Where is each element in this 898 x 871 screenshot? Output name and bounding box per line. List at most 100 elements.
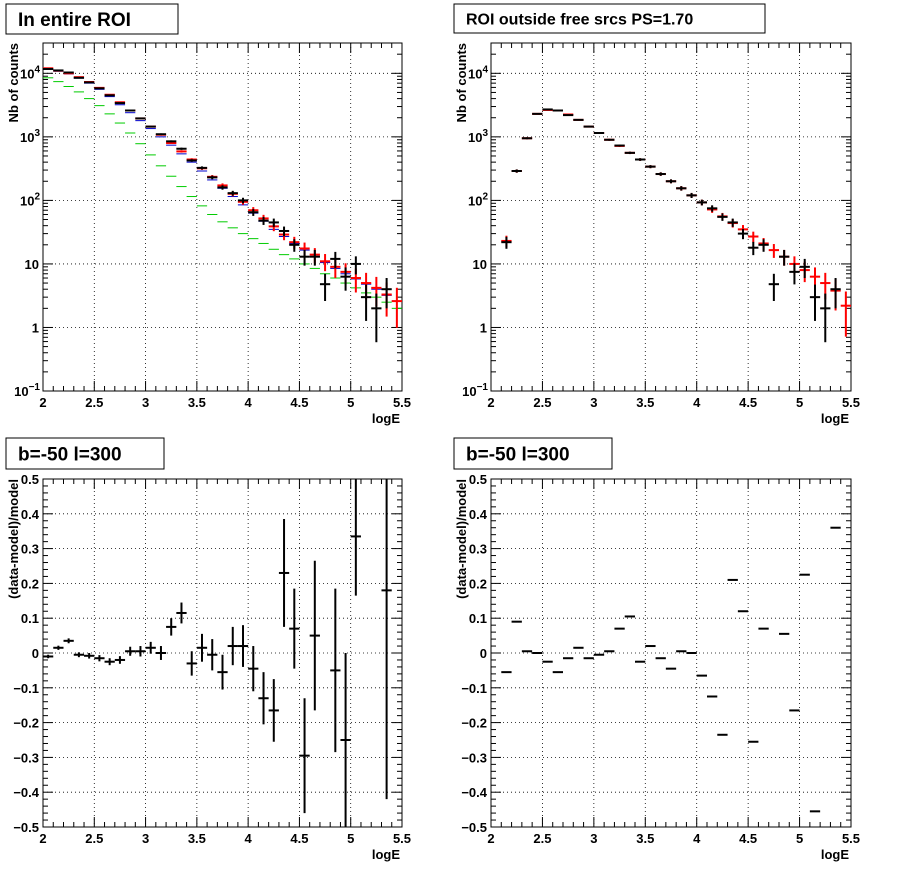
data-point [542,108,553,111]
data-point [43,67,54,70]
data-point [686,192,697,198]
y-axis-label: (data-model)/model [6,479,21,599]
plot-frame [42,478,403,828]
x-tick-label: 5 [347,831,354,846]
data-point [145,641,156,654]
data-point [645,165,656,169]
x-axis-label: logE [821,847,849,862]
data-point [748,231,759,243]
x-tick-label: 5.5 [842,831,860,846]
grid [491,43,851,391]
x-tick-label: 5.5 [842,395,860,410]
data-point [381,479,392,800]
data-point [676,186,687,191]
y-axis: −0.5 −0.4 −0.3 −0.2 −0.1 0 0.1 0.2 0.3 0.4 0.5(dat… [454,472,851,835]
x-tick-label: 2 [39,831,46,846]
data-point [114,656,126,664]
title-box [453,437,613,470]
x-tick-label: 4 [245,395,253,410]
grid [43,43,402,391]
data-point [135,117,146,120]
data-point [371,293,382,343]
data-point [145,125,156,128]
x-tick-label: 2.5 [533,831,551,846]
y-tick-label: 0.3 [21,542,39,557]
y-axis-label: Nb of counts [454,43,469,122]
series-1 [43,479,392,827]
x-tick-label: 2.5 [85,831,103,846]
series-4 [43,67,392,343]
x-tick-label: 4.5 [739,831,757,846]
y-tick-label: 102 [20,191,40,208]
y-tick-label: 1 [32,320,39,335]
y-tick-label: 0 [480,646,487,661]
chart-title: b=-50 l=300 [18,444,122,465]
y-tick-label: −0.4 [461,785,487,800]
y-tick-label: 0.4 [21,507,40,522]
data-point [309,249,320,266]
data-point [330,251,341,269]
data-point [391,287,402,328]
y-tick-label: 0.5 [469,472,487,487]
data-point [717,213,728,221]
data-point [248,209,259,216]
y-tick-label: 1 [480,320,487,335]
data-point [350,256,361,275]
data-point [748,241,759,256]
data-point [63,638,74,644]
x-tick-label: 2 [39,395,46,410]
x-tick-label: 2 [487,395,494,410]
data-point [268,218,279,227]
data-point [511,169,522,173]
y-tick-label: −0.5 [13,820,39,835]
data-point [593,131,605,134]
data-point [125,646,136,656]
x-tick-label: 4 [245,831,253,846]
data-point [135,646,146,657]
data-point [563,114,574,117]
data-point [207,639,218,671]
data-point [237,625,249,667]
x-tick-label: 4 [693,395,701,410]
y-tick-label: 0.5 [21,472,39,487]
series-2 [501,108,841,343]
y-tick-label: −0.3 [461,750,487,765]
data-point [227,626,238,666]
data-point [278,226,290,237]
y-tick-label: 0.4 [469,507,488,522]
x-tick-label: 2.5 [85,395,103,410]
data-point [217,185,228,190]
y-tick-label: 0.2 [469,576,487,591]
y-tick-label: 103 [468,128,488,145]
data-point [196,633,208,662]
data-point [237,197,249,204]
data-point [176,602,187,624]
x-tick-label: 5 [796,831,803,846]
data-point [84,653,95,659]
x-tick-label: 3.5 [188,831,206,846]
data-point [340,653,351,827]
data-point [186,651,197,676]
x-tick-label: 5 [796,395,803,410]
y-tick-label: 10 [25,257,39,272]
data-point [604,138,615,141]
x-tick-label: 3 [142,831,149,846]
data-point [381,278,392,309]
data-point [84,81,95,84]
y-tick-label: −0.2 [13,716,39,731]
data-point [53,645,64,650]
data-point [655,172,666,176]
data-point [166,618,177,636]
x-tick-label: 4 [693,831,701,846]
data-point [248,646,259,692]
data-point [258,672,269,725]
data-point [707,205,718,212]
data-point [53,69,64,72]
x-axis-label: logE [372,411,400,426]
y-tick-label: −0.3 [13,750,39,765]
x-tick-label: 4.5 [739,395,757,410]
